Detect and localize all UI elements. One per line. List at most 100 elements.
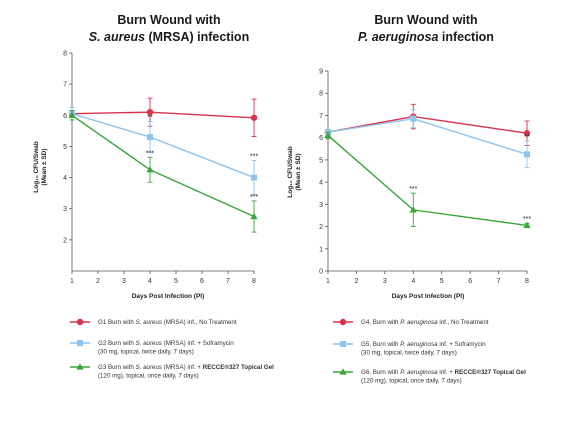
chart-right-series-3-point xyxy=(324,131,332,139)
chart-left-title-line2: S. aureus (MRSA) infection xyxy=(89,30,249,44)
chart-right-series-2-point xyxy=(524,151,530,158)
chart-right-x-tick-label: 6 xyxy=(468,278,472,285)
chart-right-series-3-significance: *** xyxy=(409,186,417,193)
chart-right-series-2: ** xyxy=(325,109,530,169)
chart-right-title-italic: P. aeruginosa xyxy=(358,30,438,44)
chart-left-series-2-significance: ** xyxy=(147,115,153,122)
chart-left-legend-item-3: G3 Burn with S. aureus (MRSA) inf. + REC… xyxy=(70,363,274,380)
chart-right-legend-swatch-marker xyxy=(340,341,346,347)
chart-right-title-line1: Burn Wound with xyxy=(374,13,477,27)
chart-left-series-1-line xyxy=(71,111,255,119)
chart-left-x-tick-label: 2 xyxy=(96,278,100,285)
chart-right-legend-item-1: G4, Burn with P. aeruginosa inf., No Tre… xyxy=(333,318,489,326)
chart-right-series-2-line xyxy=(327,118,528,156)
chart-left-x-tick-label: 5 xyxy=(174,278,178,285)
chart-right-title-line2: P. aeruginosa infection xyxy=(358,30,494,44)
chart-left-series-3: *** *** xyxy=(68,110,258,233)
chart-left-legend: G1 Burn with S. aureus (MRSA) inf., No T… xyxy=(70,318,274,380)
chart-left-y-tick-label: 6 xyxy=(63,113,67,120)
chart-right-y-tick-label: 8 xyxy=(319,91,323,98)
chart-right-legend-item-3: G6, Burn with P. aeruginosa inf. + RECCE… xyxy=(333,368,526,385)
chart-right-legend-label: G6, Burn with P. aeruginosa inf. + RECCE… xyxy=(361,369,526,376)
chart-left-y-tick-label: 7 xyxy=(63,82,67,89)
chart-left-title-italic: S. aureus xyxy=(89,30,145,44)
chart-right-y-tick-label: 0 xyxy=(319,269,323,276)
chart-left-legend-label: G2 Burn with S. aureus (MRSA) inf. + Sof… xyxy=(98,340,234,347)
chart-right-series-2-point xyxy=(410,115,417,122)
chart-left-series-3-point xyxy=(250,212,258,220)
chart-left-legend-swatch-marker xyxy=(77,340,83,346)
chart-right-x-tick-label: 2 xyxy=(354,278,358,285)
chart-left-series-2-significance: *** xyxy=(250,153,258,160)
chart-left-x-tick-label: 6 xyxy=(200,278,204,285)
chart-right-series-1-line xyxy=(327,115,528,134)
chart-right-y-tick-label: 1 xyxy=(319,246,323,253)
chart-left-y-tick-label: 5 xyxy=(63,144,67,151)
chart-left-xlabel: Days Post Infection (PI) xyxy=(132,293,205,300)
chart-left-series-2-point xyxy=(147,134,153,141)
chart-left-x-tick-label: 7 xyxy=(226,278,230,285)
chart-right-xlabel: Days Post Infection (PI) xyxy=(392,293,465,300)
chart-left-series-3-significance: *** xyxy=(146,150,154,157)
chart-left-series-1 xyxy=(68,97,258,137)
chart-left-series-3-line xyxy=(71,114,255,218)
chart-right-y-tick-label: 7 xyxy=(319,113,323,120)
chart-left-legend-label: G1 Burn with S. aureus (MRSA) inf., No T… xyxy=(98,319,237,326)
chart-left-y-tick-label: 8 xyxy=(63,51,67,58)
chart-right-series-2-significance: ** xyxy=(524,134,530,141)
chart-left: Burn Wound with S. aureus (MRSA) infecti… xyxy=(33,13,258,300)
chart-right-series-1 xyxy=(324,103,531,146)
chart-right-y-tick-label: 9 xyxy=(319,69,323,76)
chart-left-x-tick-label: 3 xyxy=(122,278,126,285)
chart-right-ylabel-line2: (Mean ± SD) xyxy=(295,153,302,190)
chart-left-y-tick-label: 4 xyxy=(63,175,67,182)
chart-right: Burn Wound with P. aeruginosa infection … xyxy=(287,13,531,300)
chart-right-x-tick-label: 7 xyxy=(497,278,501,285)
chart-right-series-3-point xyxy=(409,206,417,213)
chart-right-legend-label-line2: (120 mg), topical, once daily, 7 days) xyxy=(361,378,462,385)
chart-right-x-tick-label: 1 xyxy=(326,278,330,285)
chart-right-legend-label-line2: (30 mg, topical, twice daily, 7 days) xyxy=(361,350,457,357)
chart-right-legend-swatch-marker xyxy=(339,318,347,326)
chart-left-series-2-point xyxy=(251,174,257,181)
chart-left-legend-label-line2: (120 mg), topical, once daily, 7 days) xyxy=(98,373,199,380)
chart-right-series-1-point xyxy=(523,130,531,137)
chart-right-legend-swatch-marker xyxy=(339,368,347,375)
chart-right-series-3-significance: *** xyxy=(523,216,531,223)
chart-left-legend-item-2: G2 Burn with S. aureus (MRSA) inf. + Sof… xyxy=(70,340,234,356)
chart-right-legend-label: G5, Burn with P. aeruginosa inf. + Sofra… xyxy=(361,341,486,348)
chart-left-legend-swatch-marker xyxy=(76,363,84,370)
chart-right-y-tick-label: 3 xyxy=(319,202,323,209)
chart-right-series-3-line xyxy=(327,134,528,227)
chart-left-ylabel-line2: (Mean ± SD) xyxy=(41,148,48,185)
chart-left-series-3-significance: *** xyxy=(250,194,258,201)
chart-right-y-tick-label: 4 xyxy=(319,180,323,187)
chart-left-series-1-point xyxy=(146,108,154,116)
chart-left-x-tick-label: 8 xyxy=(252,278,256,285)
chart-left-title-line1: Burn Wound with xyxy=(117,13,220,27)
chart-right-y-tick-label: 6 xyxy=(319,135,323,142)
chart-right-y-tick-label: 2 xyxy=(319,224,323,231)
chart-right-x-tick-label: 3 xyxy=(383,278,387,285)
chart-left-series-2: ***** xyxy=(69,107,258,196)
chart-left-series-2-line xyxy=(71,113,255,179)
chart-left-x-tick-label: 4 xyxy=(148,278,152,285)
chart-left-legend-swatch-marker xyxy=(76,318,84,326)
chart-left-title-rest: (MRSA) infection xyxy=(145,30,249,44)
chart-left-y-tick-label: 2 xyxy=(63,237,67,244)
chart-right-series-3: *** *** xyxy=(324,131,531,229)
chart-left-x-tick-label: 1 xyxy=(70,278,74,285)
chart-left-ylabel-line1: Log₁₀ CFU/Swab xyxy=(33,141,40,193)
chart-right-y-tick-label: 5 xyxy=(319,157,323,164)
chart-right-legend-label: G4, Burn with P. aeruginosa inf., No Tre… xyxy=(361,319,489,326)
chart-left-series-3-point xyxy=(68,111,76,118)
chart-right-legend: G4, Burn with P. aeruginosa inf., No Tre… xyxy=(333,318,526,385)
chart-right-x-tick-label: 5 xyxy=(440,278,444,285)
chart-right-x-tick-label: 4 xyxy=(411,278,415,285)
chart-right-x-tick-label: 8 xyxy=(525,278,529,285)
chart-left-legend-item-1: G1 Burn with S. aureus (MRSA) inf., No T… xyxy=(70,318,237,326)
chart-left-series-1-point xyxy=(250,114,258,121)
